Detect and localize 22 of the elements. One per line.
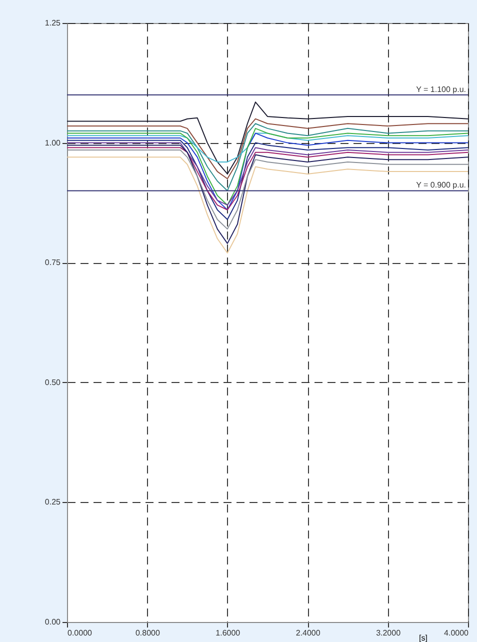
ref-line-label: Y = 0.900 p.u. bbox=[416, 180, 466, 190]
line-series bbox=[66, 149, 468, 230]
x-tick-label: 4.0000 bbox=[444, 628, 470, 638]
y-tick-label: 0.50 bbox=[44, 378, 62, 387]
x-tick-label: 0.0000 bbox=[68, 628, 93, 638]
ref-line-label: Y = 1.100 p.u. bbox=[416, 84, 466, 94]
y-tick-label: 1.25 bbox=[44, 18, 62, 28]
x-tick-label: 0.8000 bbox=[135, 628, 160, 638]
line-series bbox=[66, 132, 468, 162]
y-tick-label: 0.75 bbox=[44, 258, 62, 268]
line-series bbox=[66, 123, 468, 192]
y-tick-label: 0.25 bbox=[44, 498, 62, 507]
line-series bbox=[66, 140, 468, 220]
x-axis-title: [s] bbox=[419, 634, 428, 642]
y-tick-label: 1.00 bbox=[44, 138, 62, 148]
y-tick-label: 0.00 bbox=[44, 618, 62, 626]
line-series bbox=[66, 156, 468, 254]
line-series bbox=[66, 118, 468, 180]
line-series bbox=[66, 144, 468, 244]
x-tick-label: 2.4000 bbox=[296, 628, 321, 638]
x-tick-label: 1.6000 bbox=[216, 628, 241, 638]
x-tick-label: 3.2000 bbox=[376, 628, 402, 638]
